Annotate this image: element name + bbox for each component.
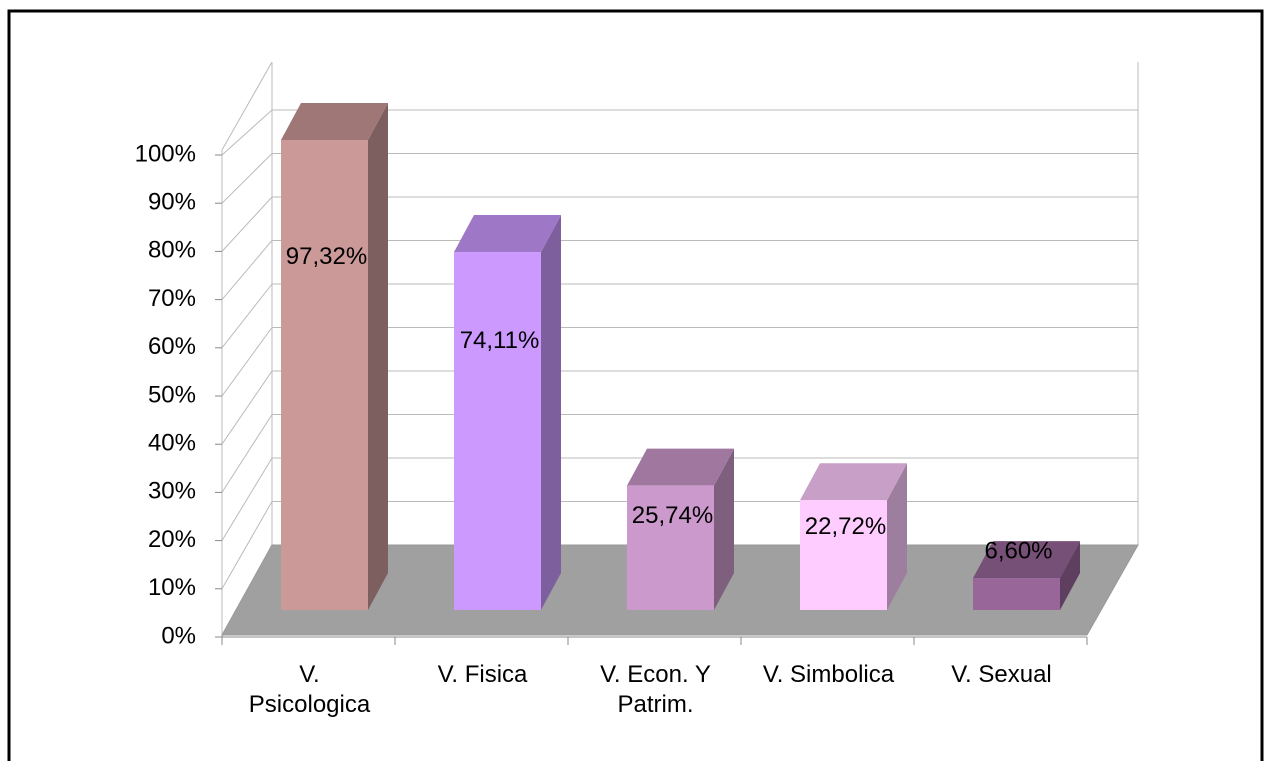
y-tick-label: 40% [148, 430, 196, 457]
x-tick-label: V. Sexual [951, 661, 1052, 688]
bar [973, 578, 1060, 610]
bar-top [281, 102, 388, 140]
bar-side [714, 448, 734, 610]
side-grid-line [221, 240, 273, 300]
x-tick-label: V. Econ. Y Patrim. [600, 661, 711, 718]
data-label: 6,60% [984, 537, 1052, 564]
y-tick-label: 80% [148, 237, 196, 264]
side-grid-line [221, 327, 273, 397]
bar-side [887, 463, 907, 610]
data-label: 74,11% [460, 327, 540, 354]
y-tick-label: 60% [148, 333, 196, 360]
y-tick-label: 0% [161, 622, 196, 649]
bar-top [627, 448, 734, 486]
data-label: 22,72% [805, 513, 886, 540]
y-tick-label: 20% [148, 526, 196, 553]
y-tick-label: 90% [148, 189, 196, 216]
bar [454, 252, 541, 610]
bar-top [800, 463, 907, 501]
side-grid-line [221, 370, 273, 445]
x-tick-label: V. Psicologica [248, 661, 371, 718]
frame [7, 9, 1264, 761]
bar [281, 139, 368, 610]
side-grid-line [221, 109, 273, 156]
side-grid-line [221, 153, 273, 204]
bar-top [454, 215, 561, 253]
bar-side [368, 102, 388, 610]
side-grid-line [221, 457, 273, 541]
bar-side [1060, 541, 1080, 610]
bar-top [973, 541, 1080, 579]
x-tick-label: V. Simbolica [762, 661, 895, 688]
x-tick-label: V. Fisica [437, 661, 528, 688]
side-grid-line [221, 196, 273, 252]
data-label: 25,74% [632, 502, 713, 529]
side-grid-line [221, 501, 273, 590]
y-tick-label: 10% [148, 574, 196, 601]
side-grid-line [221, 283, 273, 349]
y-tick-label: 30% [148, 478, 196, 505]
bar [627, 485, 714, 610]
y-tick-label: 50% [148, 381, 196, 408]
y-tick-label: 100% [135, 140, 196, 167]
side-wall-edge [221, 61, 273, 151]
y-tick-label: 70% [148, 285, 196, 312]
bar-side [541, 215, 561, 610]
back-wall [271, 62, 1139, 545]
side-grid-line [221, 414, 273, 493]
data-label: 97,32% [286, 243, 367, 270]
bar [800, 500, 887, 610]
